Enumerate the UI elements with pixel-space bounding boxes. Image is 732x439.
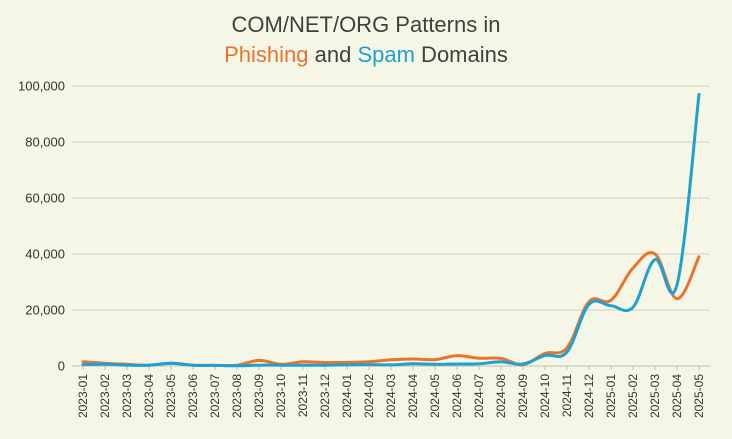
title-word-phishing: Phishing: [224, 42, 308, 67]
chart-title-line1: COM/NET/ORG Patterns in: [232, 12, 501, 37]
x-tick-label: 2025-03: [648, 374, 662, 418]
x-tick-label: 2025-05: [692, 374, 706, 418]
x-tick-label: 2023-04: [142, 374, 156, 418]
title-word-spam: Spam: [357, 42, 414, 67]
x-tick-label: 2024-04: [406, 374, 420, 418]
x-tick-label: 2025-02: [626, 374, 640, 418]
x-tick-label: 2024-02: [362, 374, 376, 418]
x-tick-label: 2023-05: [164, 374, 178, 418]
series-layer: [81, 92, 701, 368]
x-tick-label: 2023-06: [186, 374, 200, 418]
x-tick-label: 2024-11: [560, 374, 574, 417]
y-tick-label: 80,000: [25, 135, 65, 150]
x-tick-label: 2024-12: [582, 374, 596, 418]
x-tick-label: 2024-10: [538, 374, 552, 418]
grid-layer: [72, 85, 710, 367]
series-line-spam: [81, 92, 701, 368]
chart-title-line2: Phishing and Spam Domains: [224, 42, 508, 67]
y-tick-label: 60,000: [25, 191, 65, 206]
x-tick-label: 2023-01: [76, 374, 90, 418]
x-tick-label: 2024-09: [516, 374, 530, 418]
x-tick-label: 2025-04: [670, 374, 684, 418]
x-tick-label: 2024-06: [450, 374, 464, 418]
title-word-domains: Domains: [415, 42, 508, 67]
x-tick-label: 2023-08: [230, 374, 244, 418]
x-tick-label: 2024-01: [340, 374, 354, 418]
x-tick-label: 2024-08: [494, 374, 508, 418]
y-tick-label: 40,000: [25, 247, 65, 262]
y-axis: 0 20,000 40,000 60,000 80,000 100,000: [18, 79, 65, 374]
x-tick-label: 2023-03: [120, 374, 134, 418]
x-tick-label: 2024-05: [428, 374, 442, 418]
x-tick-label: 2023-12: [318, 374, 332, 418]
x-tick-label: 2025-01: [604, 374, 618, 418]
y-tick-label: 100,000: [18, 79, 65, 94]
y-tick-label: 0: [58, 359, 65, 374]
title-word-and: and: [309, 42, 358, 67]
x-tick-label: 2023-09: [252, 374, 266, 418]
y-tick-label: 20,000: [25, 303, 65, 318]
x-tick-label: 2023-10: [274, 374, 288, 418]
series-line-phishing: [81, 251, 701, 368]
x-axis: 2023-01 2023-02 2023-03 2023-04 2023-05 2023-…: [76, 366, 706, 418]
x-tick-label: 2024-03: [384, 374, 398, 418]
x-tick-label: 2023-02: [98, 374, 112, 418]
x-tick-label: 2023-11: [296, 374, 310, 417]
x-tick-label: 2023-07: [208, 374, 222, 418]
x-tick-label: 2024-07: [472, 374, 486, 418]
